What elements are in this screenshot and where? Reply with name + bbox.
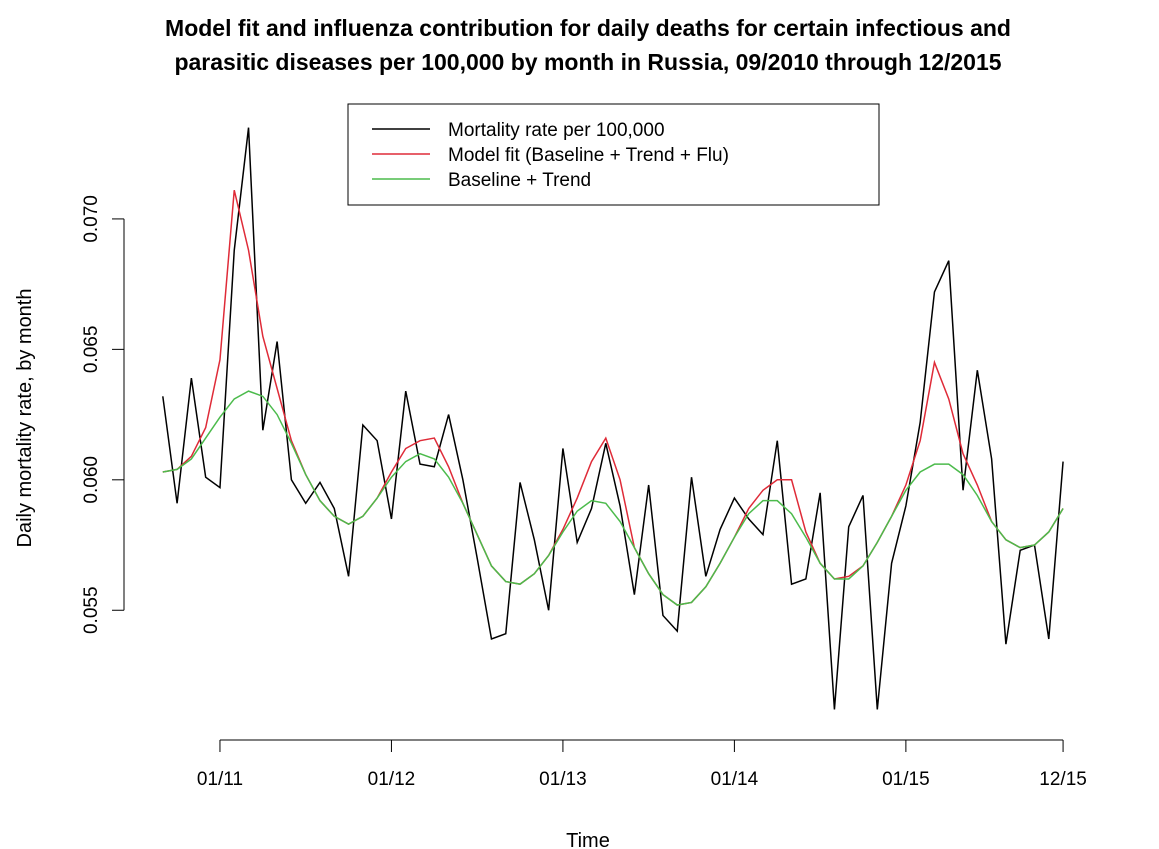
legend-label: Model fit (Baseline + Trend + Flu) xyxy=(448,145,729,166)
y-tick-label: 0.055 xyxy=(81,586,102,634)
series-line xyxy=(162,127,1064,710)
legend-box xyxy=(347,103,880,206)
series-line xyxy=(162,190,1064,606)
x-tick-label: 01/11 xyxy=(197,769,243,790)
legend-label: Mortality rate per 100,000 xyxy=(448,120,665,141)
x-tick-label: 12/15 xyxy=(1039,769,1087,790)
y-axis-label: Daily mortality rate, by month xyxy=(14,289,36,548)
series-line xyxy=(162,390,1064,606)
y-tick-label: 0.070 xyxy=(81,195,102,243)
y-tick-label: 0.060 xyxy=(81,456,102,504)
x-axis-label: Time xyxy=(566,830,610,849)
legend-label: Baseline + Trend xyxy=(448,170,591,191)
chart-subtitle: parasitic diseases per 100,000 by month … xyxy=(174,49,1001,75)
y-tick-label: 0.065 xyxy=(81,326,102,374)
x-tick-label: 01/14 xyxy=(711,769,759,790)
x-tick-label: 01/13 xyxy=(539,769,587,790)
x-tick-label: 01/12 xyxy=(368,769,416,790)
chart-title: Model fit and influenza contribution for… xyxy=(165,15,1011,41)
x-tick-label: 01/15 xyxy=(882,769,930,790)
